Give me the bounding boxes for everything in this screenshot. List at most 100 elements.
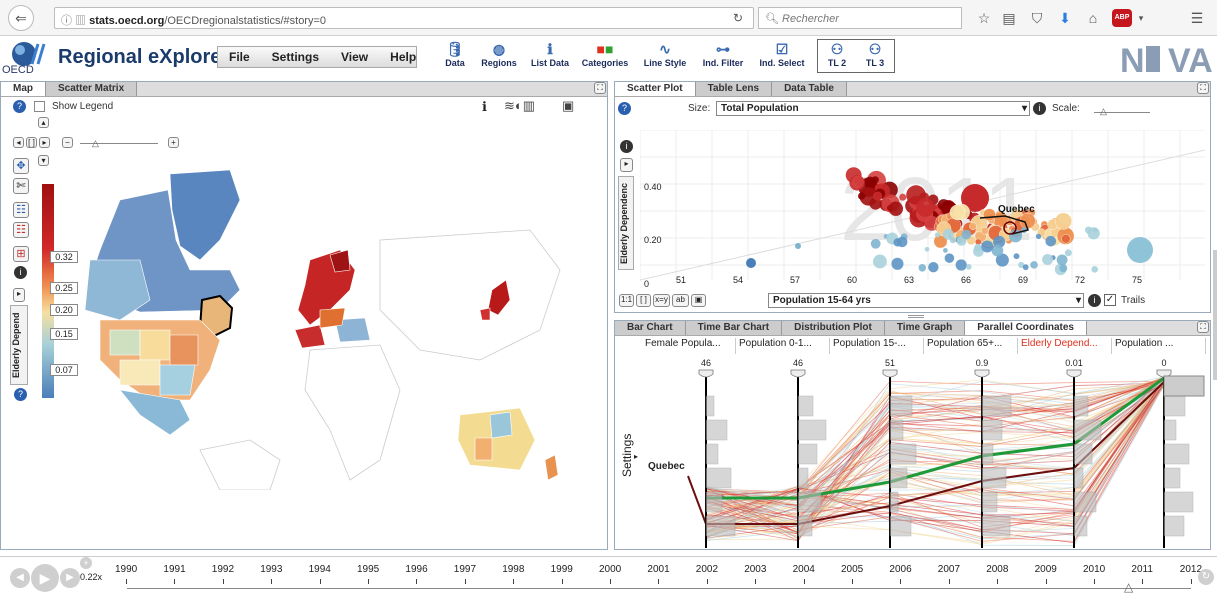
bubble[interactable]: [1064, 249, 1072, 257]
x-axis-info-icon[interactable]: i: [1088, 294, 1101, 307]
size-select[interactable]: Total Population ▾: [716, 101, 1030, 116]
timeline-year-label[interactable]: 2001: [647, 564, 670, 575]
toolbar-regions-button[interactable]: ◍ Regions: [478, 40, 520, 74]
bubble[interactable]: [795, 243, 801, 249]
timeline-year-label[interactable]: 2007: [937, 564, 961, 575]
toolbar-tl2-button[interactable]: ⚇ TL 2: [820, 40, 854, 74]
toolbar-data-button[interactable]: 🛢︎ Data: [438, 40, 472, 74]
zoom-in-button[interactable]: +: [168, 137, 179, 148]
bubble[interactable]: [1030, 261, 1038, 269]
legend-help-icon[interactable]: ?: [14, 388, 27, 401]
print-icon[interactable]: ▣: [691, 294, 706, 307]
print-icon[interactable]: ▣: [562, 98, 575, 113]
bubble[interactable]: [965, 263, 972, 270]
axis-header[interactable]: Population 15-...: [830, 338, 924, 354]
home-icon[interactable]: ⌂: [1088, 10, 1098, 26]
zoom-out-button[interactable]: −: [62, 137, 73, 148]
timeline-year-label[interactable]: 2008: [986, 564, 1009, 575]
zoom-slider-track[interactable]: [80, 143, 158, 144]
ratio-1-1-button[interactable]: 1:1: [619, 294, 634, 307]
download-icon[interactable]: ⬇: [1059, 10, 1071, 26]
bubble[interactable]: [1059, 264, 1068, 273]
step-back-button[interactable]: ◀: [10, 568, 30, 588]
tab-table-lens[interactable]: Table Lens: [695, 82, 773, 96]
zoom-extent-button[interactable]: [ ]: [26, 137, 37, 148]
timeline-year-label[interactable]: 2009: [1034, 564, 1057, 575]
bubble[interactable]: [995, 253, 1009, 267]
play-button[interactable]: ▶: [31, 564, 59, 592]
toolbar-categories-button[interactable]: ■■ Categories: [578, 40, 632, 74]
bubble[interactable]: [1018, 261, 1025, 269]
toolbar-ind-select-button[interactable]: ☑ Ind. Select: [754, 40, 810, 74]
timeline-year-label[interactable]: 1994: [308, 564, 331, 575]
settings-expand-icon[interactable]: ▸: [634, 452, 639, 461]
pc-axis-brush-handle[interactable]: [882, 369, 898, 378]
bubble[interactable]: [993, 235, 1006, 248]
pan-left-button[interactable]: ◂: [13, 137, 24, 148]
timeline-year-label[interactable]: 2005: [841, 564, 864, 575]
tab-data-table[interactable]: Data Table: [772, 82, 847, 96]
bubble[interactable]: [1127, 237, 1153, 263]
bubble[interactable]: [1091, 266, 1099, 273]
x-equals-y-button[interactable]: x=y: [653, 294, 670, 307]
y-axis-info-icon[interactable]: i: [620, 140, 633, 153]
bubble[interactable]: [942, 228, 954, 240]
adblock-icon[interactable]: ABP: [1112, 9, 1132, 27]
size-info-icon[interactable]: i: [1033, 102, 1046, 115]
y-axis-expand-button[interactable]: ▸: [620, 158, 633, 172]
toolbar-line-style-button[interactable]: ∿ Line Style: [640, 40, 690, 74]
bubble[interactable]: [981, 227, 989, 235]
timeline-year-label[interactable]: 2011: [1131, 564, 1153, 575]
bubble[interactable]: [872, 191, 883, 201]
tab-map[interactable]: Map: [1, 82, 46, 96]
tab-scatter-matrix[interactable]: Scatter Matrix: [46, 82, 138, 96]
axis-header[interactable]: Population 0-1...: [736, 338, 830, 354]
bubble[interactable]: [943, 248, 948, 253]
bubble[interactable]: [851, 175, 865, 189]
panel-splitter-handle[interactable]: [908, 315, 924, 318]
bookmark-star-icon[interactable]: ☆: [977, 10, 991, 26]
axis-header[interactable]: Population ...: [1112, 338, 1206, 354]
tab-time-bar-chart[interactable]: Time Bar Chart: [685, 321, 783, 335]
tab-bar-chart[interactable]: Bar Chart: [615, 321, 686, 335]
list-color-tool-icon[interactable]: ☷: [13, 222, 29, 238]
bubble[interactable]: [871, 176, 879, 184]
speed-up-button[interactable]: +: [80, 557, 92, 569]
pc-axis-brush-handle[interactable]: [698, 369, 714, 378]
bubble[interactable]: [1087, 227, 1100, 240]
map-legend-info-icon[interactable]: i: [14, 266, 27, 279]
reading-list-icon[interactable]: ▤: [1002, 10, 1016, 26]
bubble[interactable]: [888, 201, 904, 216]
bubble[interactable]: [961, 184, 989, 212]
bubble[interactable]: [897, 236, 908, 248]
map-info-icon[interactable]: ℹ: [482, 99, 487, 114]
bubble[interactable]: [857, 192, 866, 200]
timeline-year-label[interactable]: 2003: [744, 564, 767, 575]
pan-right-button[interactable]: ▸: [39, 137, 50, 148]
timeline-year-label[interactable]: 2012: [1179, 564, 1203, 575]
bubble[interactable]: [859, 187, 879, 206]
back-button[interactable]: ⇐: [8, 5, 34, 31]
tab-parallel-coordinates[interactable]: Parallel Coordinates: [965, 321, 1087, 335]
timeline-year-label[interactable]: 1997: [453, 564, 477, 575]
menu-settings[interactable]: Settings: [271, 50, 320, 64]
bubble[interactable]: [961, 229, 972, 240]
pc-axis-brush-handle[interactable]: [790, 369, 806, 378]
scale-slider-handle[interactable]: △: [1100, 106, 1107, 116]
pocket-icon[interactable]: ⛉: [1031, 10, 1043, 26]
maximize-scatter-button[interactable]: ⛶: [1197, 82, 1209, 94]
bubble[interactable]: [1035, 233, 1042, 240]
timeline-year-label[interactable]: 1998: [502, 564, 525, 575]
bubble[interactable]: [969, 222, 977, 230]
bubble[interactable]: [944, 253, 955, 263]
bubble[interactable]: [746, 258, 756, 268]
axis-header[interactable]: Elderly Depend...: [1018, 338, 1112, 354]
bubble[interactable]: [1056, 254, 1068, 266]
trails-checkbox[interactable]: ✓: [1104, 294, 1116, 306]
pan-up-button[interactable]: ▴: [38, 117, 49, 128]
list-tool-icon[interactable]: ☷: [13, 202, 29, 218]
maximize-map-button[interactable]: ⛶: [594, 82, 606, 94]
loop-button[interactable]: ↻: [1198, 569, 1214, 585]
page-scrollbar[interactable]: [1213, 250, 1217, 380]
